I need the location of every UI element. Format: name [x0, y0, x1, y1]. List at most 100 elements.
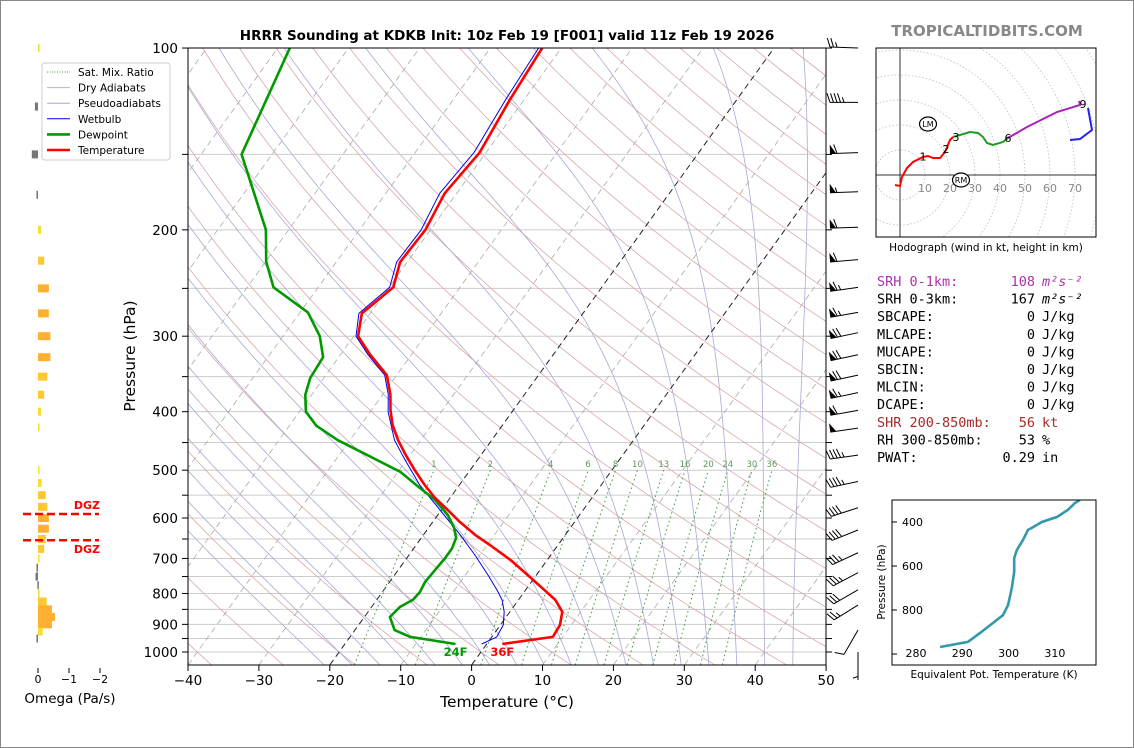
mixing-ratio-label: 8	[613, 460, 618, 470]
wind-barb-full	[826, 597, 835, 605]
wind-barb-full	[837, 93, 841, 103]
wind-barb-full	[833, 218, 838, 229]
omega-bar	[38, 332, 51, 341]
x-axis-label: Temperature (°C)	[439, 693, 574, 711]
y-tick-label: 600	[152, 511, 178, 527]
wind-barb	[828, 307, 859, 318]
param-row: MUCAPE: 0 J/kg	[877, 344, 1075, 360]
legend-item: Sat. Mix. Ratio	[47, 67, 154, 79]
param-value: 53	[1019, 432, 1035, 448]
omega-bar	[38, 612, 56, 621]
omega-bar	[38, 225, 42, 234]
wind-barb	[825, 476, 859, 488]
theta-e-line	[939, 500, 1081, 649]
param-label: RH 300-850mb:	[877, 432, 983, 448]
param-row: SRH 0-1km: 108 m²s⁻²	[877, 274, 1083, 290]
param-row: SBCAPE: 0 J/kg	[877, 309, 1075, 325]
param-unit: m²s⁻²	[1041, 292, 1083, 308]
wind-barb-flag	[829, 423, 837, 433]
wind-barb	[834, 629, 859, 655]
legend-label: Wetbulb	[78, 114, 122, 126]
theta-e-x-axis-label: Equivalent Pot. Temperature (K)	[910, 669, 1077, 681]
hodograph-panel: 10 20 30 40 50 60 70 1 23 6 9 LM RM Hodograph (wind i…	[875, 47, 1097, 254]
wind-barb-full	[832, 477, 838, 487]
param-value: 0	[1027, 380, 1035, 396]
x-tick-label: −30	[245, 673, 274, 689]
wind-barb-half	[838, 555, 843, 561]
pseudoadiabat-line	[188, 323, 490, 665]
mixing-ratio-label: 10	[632, 460, 643, 470]
x-tick-label: 0	[467, 673, 476, 689]
param-row: PWAT: 0.29 in	[877, 450, 1058, 466]
storm-motion-marker	[951, 172, 971, 188]
param-value: 0	[1027, 362, 1035, 378]
wind-barb-flag	[829, 144, 836, 154]
pseudoadiabat-line	[592, 48, 738, 665]
wind-barb	[829, 144, 859, 155]
wind-barb-shaft	[833, 604, 859, 621]
y-axis-label: Pressure (hPa)	[121, 300, 139, 411]
wind-barb-full	[828, 507, 836, 516]
param-row: MLCAPE: 0 J/kg	[877, 327, 1075, 343]
wind-barb-shaft	[830, 427, 859, 433]
wind-barb-full	[832, 252, 838, 262]
param-row: MLCIN: 0 J/kg	[877, 380, 1075, 396]
param-value: 0	[1027, 327, 1035, 343]
surface-temperature-label: 36F	[490, 645, 514, 659]
isotherm-line	[329, 48, 775, 665]
wind-barb-shaft	[833, 589, 859, 605]
x-tick-label: 40	[747, 673, 764, 689]
omega-panel: DGZ DGZ 0 −1 −2 Omega (Pa/s)	[23, 44, 116, 707]
y-tick-label: 300	[152, 329, 178, 345]
pseudoadiabat-line	[283, 48, 654, 665]
param-row: SRH 0-3km: 167 m²s⁻²	[877, 292, 1083, 308]
hodograph-height-label: 9	[1080, 98, 1087, 111]
wind-barb-full	[828, 478, 835, 487]
hodograph-trace	[1007, 100, 1082, 139]
mixing-ratio-line	[574, 470, 638, 665]
omega-bar	[38, 554, 40, 563]
wind-barb-full	[832, 328, 838, 338]
wind-barb-flag	[828, 351, 837, 361]
param-unit: m²s⁻²	[1041, 274, 1083, 290]
theta-e-y-tick-label: 400	[902, 516, 923, 529]
omega-bar	[38, 466, 40, 475]
dewpoint-line	[240, 48, 458, 646]
wind-barb	[825, 528, 859, 541]
param-value: 0	[1027, 344, 1035, 360]
dry-adiabat-line	[385, 48, 826, 424]
wind-barb-half	[835, 612, 841, 617]
param-value: 167	[1011, 292, 1035, 308]
mixing-ratio-line	[480, 470, 552, 665]
legend-item: Dewpoint	[47, 129, 128, 141]
wind-barb	[828, 405, 859, 416]
pseudoadiabat-line	[188, 365, 463, 665]
mixing-ratio-line	[700, 470, 753, 665]
wind-barb-full	[829, 595, 838, 603]
x-tick-label: −40	[174, 673, 203, 689]
legend-label: Dry Adiabats	[78, 83, 146, 95]
param-label: MUCAPE:	[877, 344, 934, 360]
wind-barb-full	[832, 554, 840, 562]
wind-barb-full	[835, 370, 842, 380]
omega-bar	[38, 478, 42, 487]
param-unit: J/kg	[1042, 309, 1075, 325]
mixing-ratio-label: 24	[722, 460, 733, 470]
wind-barb	[829, 281, 859, 292]
dry-adiabat-line	[459, 48, 826, 356]
isotherm-line	[188, 48, 420, 371]
wind-barb-half	[834, 187, 838, 193]
wind-barb-full	[832, 388, 838, 398]
theta-e-plot	[939, 500, 1081, 649]
omega-bar	[37, 581, 39, 590]
wind-barb-half	[841, 97, 845, 103]
isotherm-line	[188, 48, 491, 469]
legend-item: Pseudoadiabats	[47, 98, 161, 110]
omega-bar	[38, 620, 52, 629]
wind-barb-full	[832, 307, 838, 317]
legend-label: Pseudoadiabats	[78, 98, 161, 110]
wind-barb-flag	[828, 389, 837, 399]
hodograph-height-label: 3	[953, 131, 960, 144]
wind-barb-shaft	[831, 529, 859, 541]
